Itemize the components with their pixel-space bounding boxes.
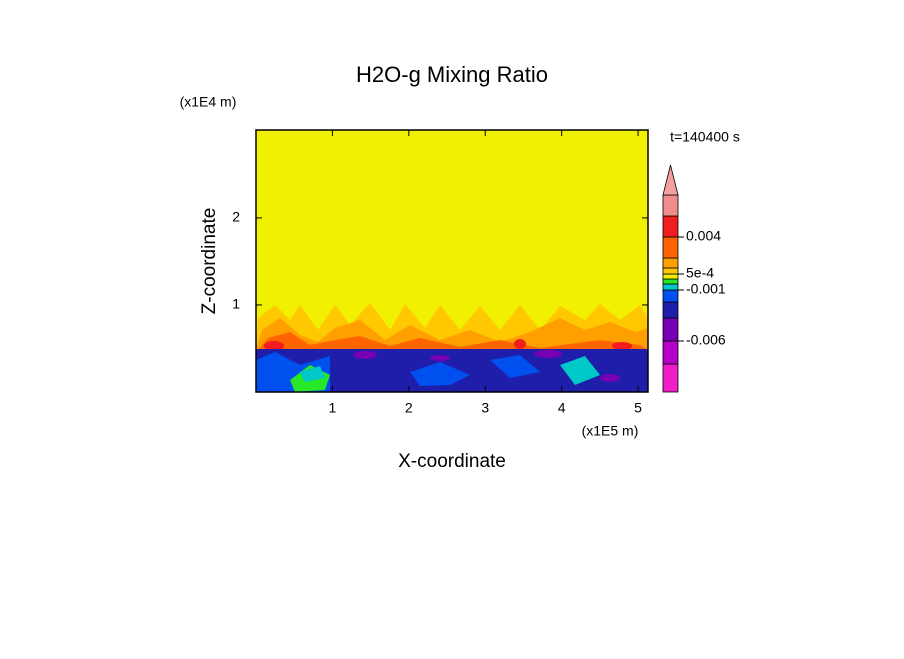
x-tick-label: 4 bbox=[558, 400, 566, 416]
contour-region bbox=[353, 351, 377, 359]
contour-region bbox=[600, 374, 620, 382]
contour-region bbox=[258, 332, 648, 350]
colorbar-band bbox=[662, 236, 679, 259]
colorbar-tick-label: 0.004 bbox=[686, 228, 721, 244]
colorbar-band bbox=[662, 257, 679, 269]
y-tick-label: 2 bbox=[232, 209, 240, 225]
colorbar-band bbox=[662, 215, 679, 238]
contour-region bbox=[300, 366, 325, 382]
contour-region bbox=[410, 362, 470, 386]
colorbar-band bbox=[662, 317, 679, 342]
contour-region bbox=[490, 355, 540, 378]
colorbar-band bbox=[662, 289, 679, 303]
colorbar-band bbox=[662, 340, 679, 365]
plot-frame bbox=[255, 129, 649, 393]
colorbar-band bbox=[662, 194, 679, 217]
x-axis-title: X-coordinate bbox=[398, 451, 506, 472]
contour-region bbox=[560, 356, 600, 385]
contour-field bbox=[256, 130, 648, 392]
colorbar-tick-label: 5e-4 bbox=[686, 265, 714, 281]
y-unit: (x1E4 m) bbox=[180, 94, 237, 110]
x-tick-label: 5 bbox=[634, 400, 642, 416]
x-tick-label: 1 bbox=[329, 400, 337, 416]
x-unit: (x1E5 m) bbox=[582, 423, 639, 439]
contour-region bbox=[264, 341, 284, 351]
x-tick-label: 2 bbox=[405, 400, 413, 416]
contour-region bbox=[514, 339, 526, 349]
colorbar-extend bbox=[662, 164, 679, 196]
contour-region bbox=[430, 355, 450, 361]
y-axis-title: Z-coordinate bbox=[199, 208, 220, 315]
y-tick-label: 1 bbox=[232, 296, 240, 312]
colorbar-band bbox=[662, 278, 679, 285]
colorbar-band bbox=[662, 267, 679, 275]
colorbar-band bbox=[662, 273, 679, 280]
contour-region bbox=[534, 350, 562, 358]
colorbar-tick-label: -0.001 bbox=[686, 281, 726, 297]
chart-title: H2O-g Mixing Ratio bbox=[356, 62, 548, 87]
colorbar-band bbox=[662, 283, 679, 291]
contour-region bbox=[612, 342, 632, 350]
x-tick-label: 3 bbox=[481, 400, 489, 416]
colorbar-tick-label: -0.006 bbox=[686, 332, 726, 348]
colorbar-band bbox=[662, 301, 679, 319]
colorbar-band bbox=[662, 363, 679, 393]
time-label: t=140400 s bbox=[670, 129, 740, 145]
